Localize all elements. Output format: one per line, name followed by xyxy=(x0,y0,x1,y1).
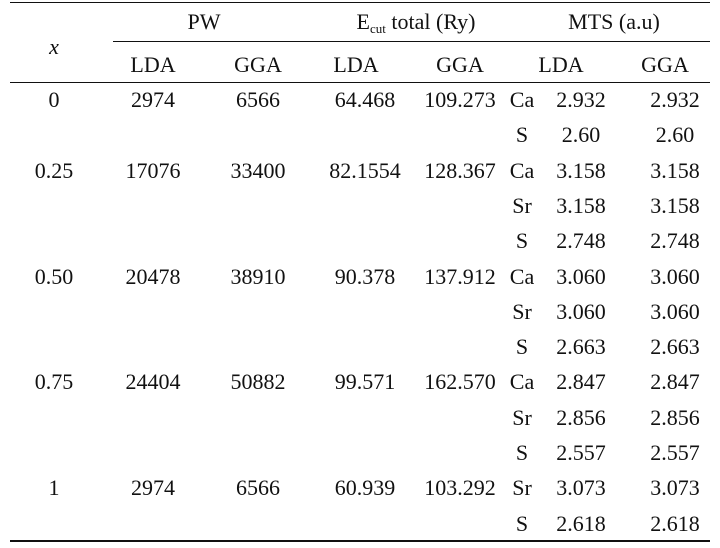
mts-lda-value: 3.158 xyxy=(556,192,606,218)
subheader-ecut-gga: GGA xyxy=(436,52,484,77)
mts-lda-value: 2.618 xyxy=(556,510,606,536)
mts-gga-value: 3.158 xyxy=(650,192,700,218)
results-table: x PW Ecut total (Ry) MTS (a.u) LDA GGA L… xyxy=(10,0,710,548)
header-rule xyxy=(10,82,710,83)
x-value: 0 xyxy=(48,87,60,112)
mts-gga-value: 3.073 xyxy=(650,475,700,501)
element-symbol: S xyxy=(515,440,529,465)
mts-gga-value: 2.748 xyxy=(650,228,700,254)
element-symbol: Ca xyxy=(509,87,535,112)
x-value: 0.75 xyxy=(34,369,74,395)
mts-lda-value: 3.060 xyxy=(556,263,606,289)
x-value: 0.50 xyxy=(34,263,74,289)
pw-lda-value: 17076 xyxy=(125,157,181,183)
element-symbol: Sr xyxy=(512,404,532,430)
subheader-pw-lda: LDA xyxy=(130,52,176,77)
mts-gga-value: 2.932 xyxy=(650,87,700,112)
mts-lda-value: 2.60 xyxy=(561,122,601,148)
ecut-gga-value: 103.292 xyxy=(424,475,496,501)
pw-lda-value: 24404 xyxy=(125,369,181,395)
mts-lda-value: 2.748 xyxy=(556,228,606,254)
ecut-gga-value: 128.367 xyxy=(424,157,496,183)
element-symbol: Sr xyxy=(512,298,532,324)
x-column-header: x xyxy=(49,34,59,59)
element-symbol: S xyxy=(515,510,529,536)
pw-gga-value: 38910 xyxy=(230,263,286,289)
mts-lda-value: 2.932 xyxy=(556,87,606,112)
pw-lda-value: 2974 xyxy=(131,475,175,501)
mts-lda-value: 2.856 xyxy=(556,404,606,430)
element-symbol: S xyxy=(515,228,529,254)
x-value: 0.25 xyxy=(34,157,74,183)
pw-group-header: PW xyxy=(187,9,221,34)
mts-lda-value: 3.158 xyxy=(556,157,606,183)
ecut-lda-value: 99.571 xyxy=(334,369,396,395)
subheader-mts-gga: GGA xyxy=(641,52,689,77)
subheader-pw-gga: GGA xyxy=(234,52,282,77)
mts-lda-value: 2.557 xyxy=(556,440,606,465)
ecut-lda-value: 90.378 xyxy=(334,263,396,289)
pw-gga-value: 6566 xyxy=(236,475,280,501)
element-symbol: Ca xyxy=(509,157,535,183)
mts-gga-value: 2.618 xyxy=(650,510,700,536)
pw-gga-value: 33400 xyxy=(230,157,286,183)
element-symbol: Ca xyxy=(509,369,535,395)
ecut-gga-value: 137.912 xyxy=(424,263,496,289)
bottom-rule xyxy=(10,540,710,542)
element-symbol: Sr xyxy=(512,192,532,218)
subheader-ecut-lda: LDA xyxy=(333,52,379,77)
pw-lda-value: 2974 xyxy=(131,87,175,112)
mts-lda-value: 2.663 xyxy=(556,334,606,360)
header-group-rule xyxy=(113,41,710,42)
element-symbol: Ca xyxy=(509,263,535,289)
top-rule xyxy=(10,2,710,3)
mts-gga-value: 2.557 xyxy=(650,440,700,465)
mts-gga-value: 3.060 xyxy=(650,298,700,324)
pw-lda-value: 20478 xyxy=(125,263,181,289)
mts-lda-value: 2.847 xyxy=(556,369,606,395)
mts-gga-value: 3.158 xyxy=(650,157,700,183)
mts-group-header: MTS (a.u) xyxy=(568,9,660,34)
element-symbol: S xyxy=(515,334,529,360)
pw-gga-value: 6566 xyxy=(236,87,280,112)
mts-gga-value: 2.856 xyxy=(650,404,700,430)
element-symbol: Sr xyxy=(512,475,532,501)
mts-gga-value: 2.663 xyxy=(650,334,700,360)
mts-gga-value: 2.847 xyxy=(650,369,700,395)
ecut-gga-value: 109.273 xyxy=(424,87,496,112)
mts-lda-value: 3.060 xyxy=(556,298,606,324)
ecut-gga-value: 162.570 xyxy=(424,369,496,395)
ecut-group-header: Ecut total (Ry) xyxy=(356,9,476,36)
mts-gga-value: 2.60 xyxy=(655,122,695,148)
element-symbol: S xyxy=(515,122,529,148)
ecut-lda-value: 64.468 xyxy=(334,87,396,112)
ecut-lda-value: 82.1554 xyxy=(329,157,401,183)
pw-gga-value: 50882 xyxy=(230,369,286,395)
ecut-lda-value: 60.939 xyxy=(334,475,396,501)
x-value: 1 xyxy=(48,475,60,501)
subheader-mts-lda: LDA xyxy=(538,52,584,77)
mts-lda-value: 3.073 xyxy=(556,475,606,501)
mts-gga-value: 3.060 xyxy=(650,263,700,289)
